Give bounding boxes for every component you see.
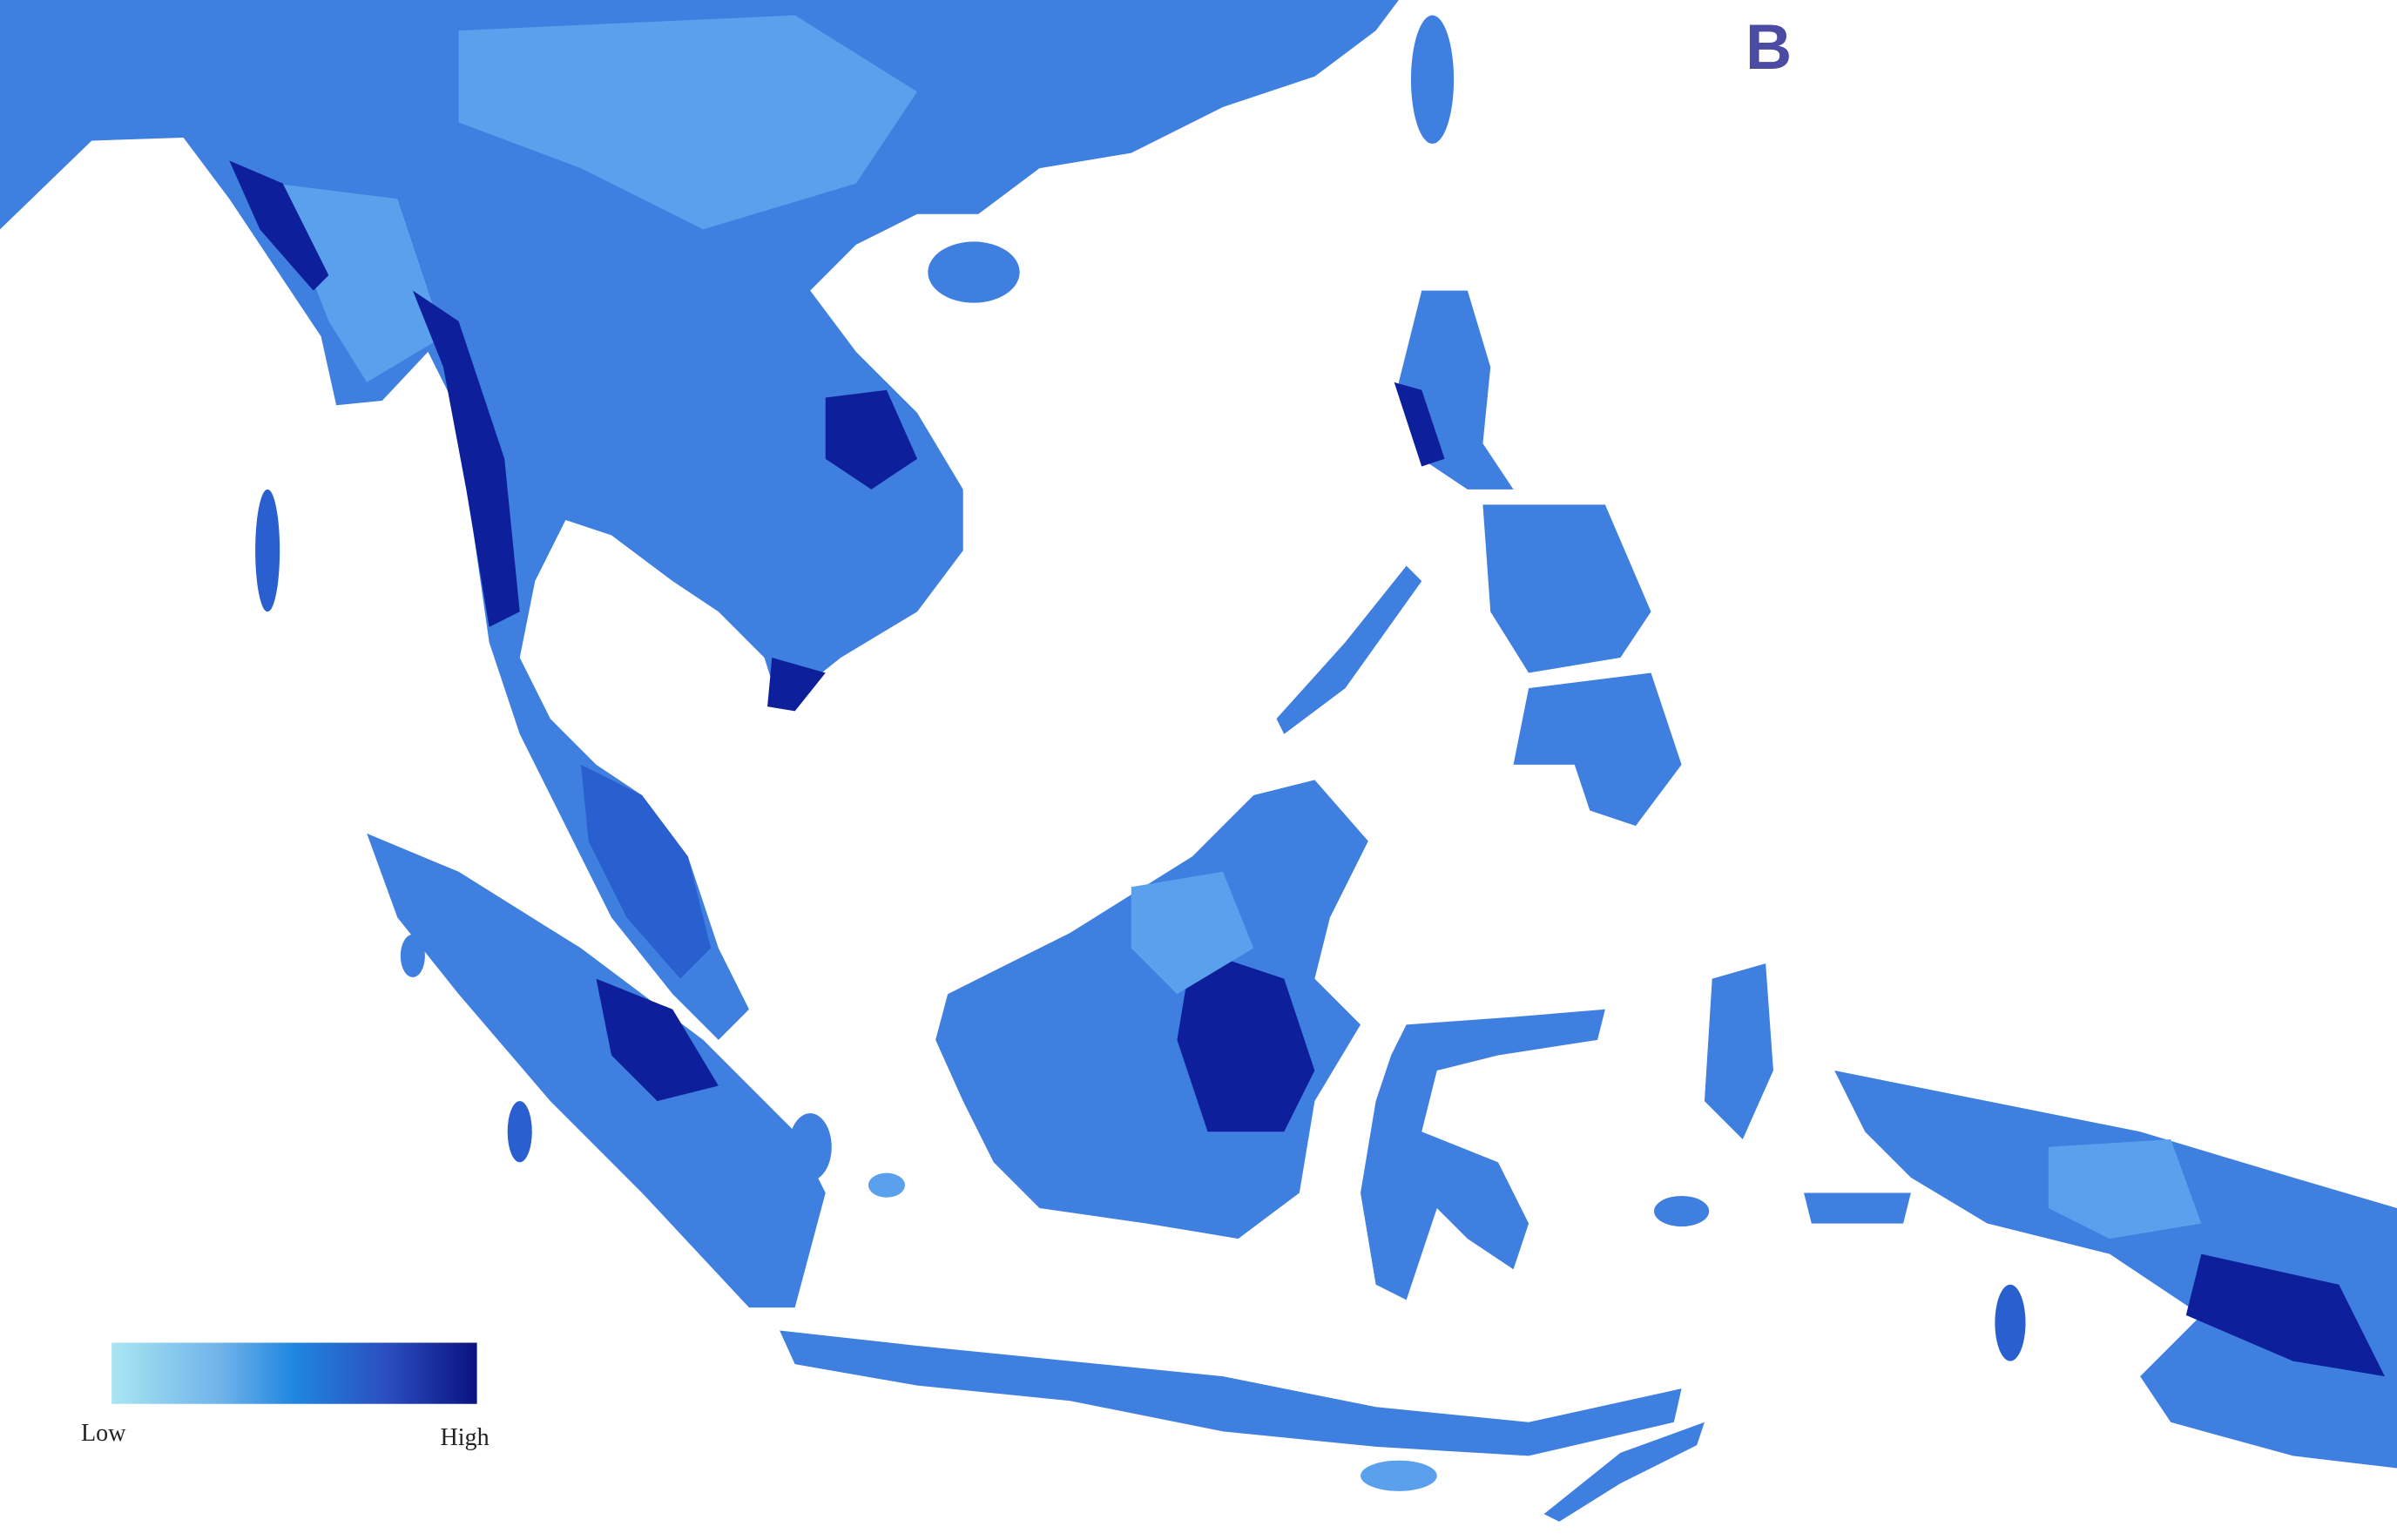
legend: Low High bbox=[81, 1343, 490, 1452]
sri-lanka-edge bbox=[255, 490, 280, 611]
mindanao bbox=[1514, 673, 1682, 827]
panel-label: B bbox=[1745, 10, 1792, 83]
halmahera bbox=[1705, 963, 1773, 1139]
bougainville-edge bbox=[1995, 1285, 2025, 1361]
landmasses bbox=[0, 0, 2397, 1522]
belitung bbox=[868, 1173, 905, 1198]
mentawai bbox=[508, 1101, 532, 1162]
new-guinea bbox=[1834, 1071, 2397, 1468]
legend-high-label: High bbox=[440, 1424, 489, 1451]
taiwan bbox=[1411, 16, 1454, 144]
buru bbox=[1654, 1196, 1709, 1226]
philippines-visayas bbox=[1482, 504, 1651, 672]
sulawesi bbox=[1361, 1010, 1605, 1300]
sumatra bbox=[367, 834, 826, 1307]
nias bbox=[401, 935, 425, 977]
legend-gradient bbox=[111, 1343, 476, 1404]
hainan bbox=[928, 241, 1019, 302]
legend-low-label: Low bbox=[81, 1420, 126, 1447]
page: B Low High (() => { const data = JSON.pa… bbox=[0, 0, 2397, 1540]
java bbox=[780, 1330, 1682, 1456]
bangka bbox=[789, 1113, 832, 1180]
map: B Low High bbox=[0, 0, 2397, 1540]
borneo bbox=[935, 780, 1368, 1239]
seram bbox=[1804, 1192, 1911, 1223]
sumba bbox=[1361, 1461, 1437, 1491]
palawan bbox=[1277, 566, 1422, 734]
